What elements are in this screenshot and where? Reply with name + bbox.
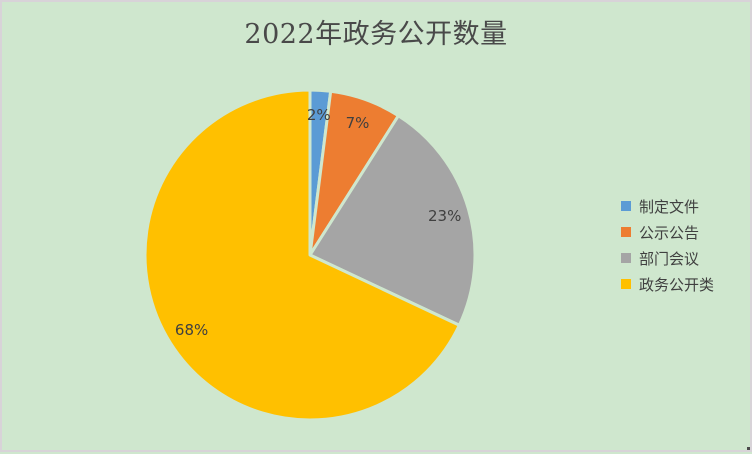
chart-title: 2022年政务公开数量 [244,19,508,50]
legend-swatch-gray-icon [621,253,631,263]
legend-item-zhiding-wenjian[interactable]: 制定文件 [621,193,714,219]
legend-label: 制定文件 [639,197,700,216]
legend-label: 部门会议 [639,249,700,268]
pie-data-label: 2% [307,106,331,124]
legend-item-zhengwu-gongkai[interactable]: 政务公开类 [621,271,714,297]
corner-artifact [747,447,750,450]
legend-item-gongshi-gonggao[interactable]: 公示公告 [621,219,714,245]
legend-swatch-orange-icon [621,227,631,237]
legend: 制定文件 公示公告 部门会议 政务公开类 [621,193,714,297]
legend-label: 政务公开类 [639,275,715,294]
legend-swatch-yellow-icon [621,279,631,289]
pie-data-label: 7% [346,114,370,132]
pie-slice-政务公开类[interactable] [143,88,461,422]
legend-swatch-blue-icon [621,201,631,211]
pie-data-label: 23% [428,207,461,225]
legend-label: 公示公告 [639,223,700,242]
legend-item-bumen-huiyi[interactable]: 部门会议 [621,245,714,271]
pie-data-label: 68% [175,321,208,339]
